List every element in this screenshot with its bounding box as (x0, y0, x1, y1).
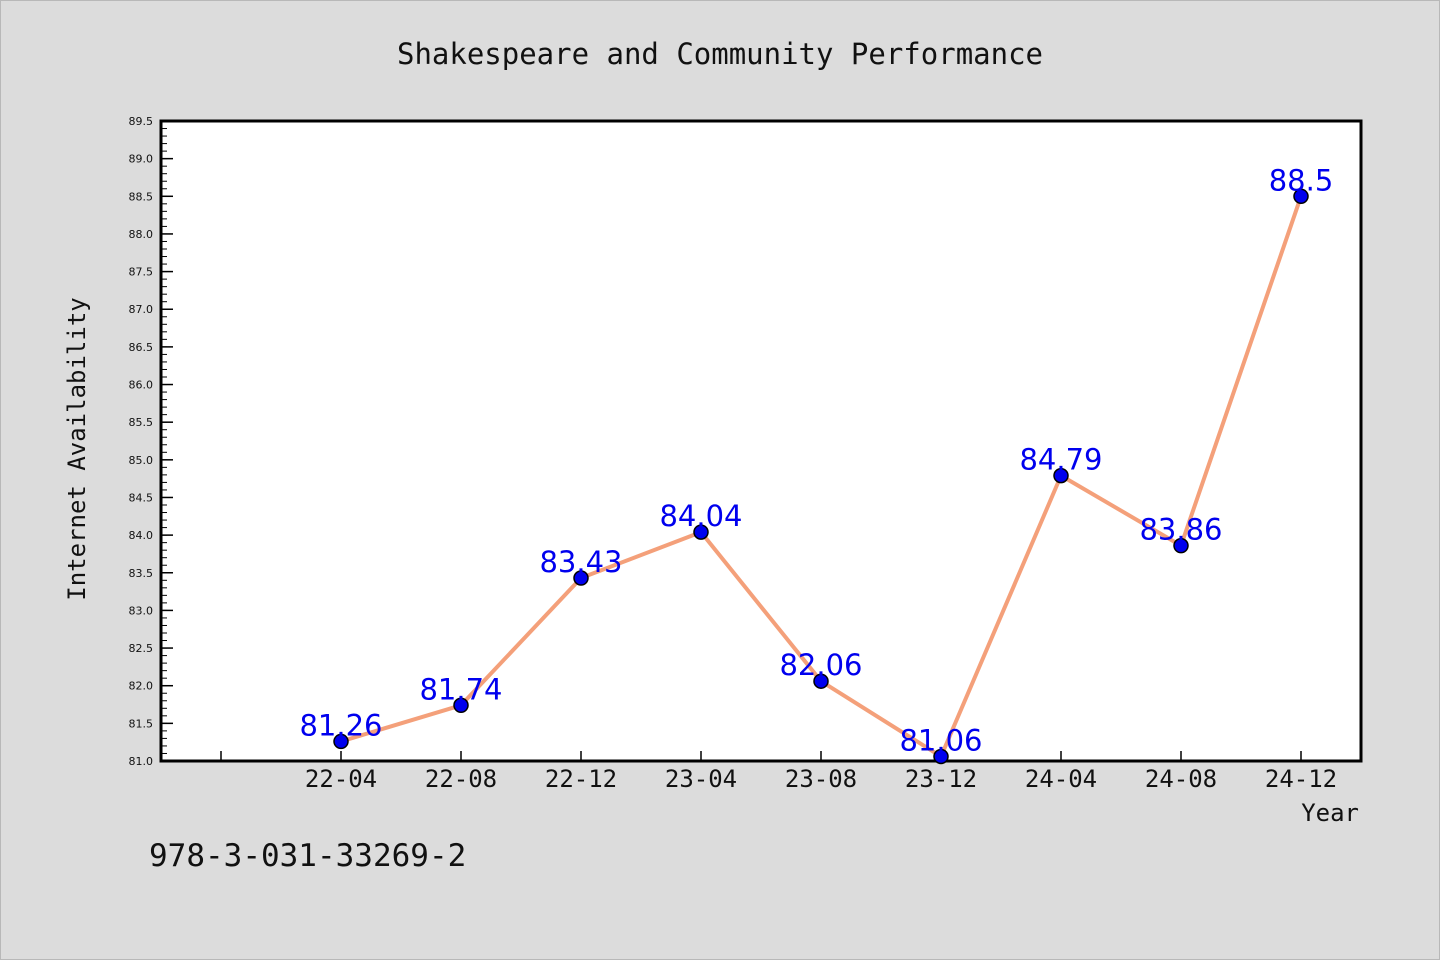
x-axis: 22-04 22-08 22-12 23-04 23-08 23-12 24-04 24-08… (220, 751, 1337, 793)
data-point (1053, 467, 1069, 484)
x-tick-label: 22-12 (545, 765, 617, 793)
x-tick-label: 23-04 (665, 765, 737, 793)
y-tick-label: 87.5 (129, 266, 154, 279)
chart-title: Shakespeare and Community Performance (397, 37, 1043, 71)
data-point (333, 733, 349, 750)
data-label: 84.79 (1019, 443, 1102, 477)
data-point (693, 524, 709, 540)
data-label: 82.06 (779, 648, 862, 682)
data-point (933, 748, 949, 765)
y-tick-label: 87.0 (129, 303, 154, 316)
isbn-text: 978-3-031-33269-2 (149, 838, 466, 874)
plot-area (159, 119, 1363, 763)
x-tick-label: 23-12 (905, 765, 977, 793)
y-axis: 81.0 81.5 82.0 82.5 83.0 83.5 84.0 84.5 85.0 85.5… (129, 115, 173, 768)
data-label: 84.04 (659, 499, 742, 533)
y-axis-label: Internet Availability (63, 297, 91, 600)
y-tick-label: 81.5 (129, 717, 154, 730)
y-tick-label: 84.0 (129, 529, 154, 542)
y-tick-label: 89.5 (129, 115, 154, 128)
y-tick-label: 82.5 (129, 642, 154, 655)
x-tick-label: 22-04 (305, 765, 377, 793)
data-label: 88.5 (1269, 163, 1334, 197)
y-tick-label: 88.5 (129, 190, 154, 203)
y-tick-label: 89.0 (129, 153, 154, 166)
data-point (1173, 537, 1189, 554)
data-label: 81.06 (899, 723, 982, 757)
data-point (573, 570, 589, 586)
data-point (1293, 188, 1309, 205)
y-tick-label: 84.5 (129, 491, 154, 504)
y-tick-label: 88.0 (129, 228, 154, 241)
x-axis-label: Year (1301, 799, 1359, 827)
y-tick-label: 81.0 (129, 755, 154, 768)
data-markers (333, 188, 1309, 765)
data-point (813, 673, 829, 689)
data-label: 81.74 (419, 672, 502, 706)
y-tick-label: 85.5 (129, 416, 154, 429)
y-tick-label: 86.0 (129, 379, 154, 392)
x-tick-label: 22-08 (425, 765, 497, 793)
y-tick-label: 83.0 (129, 604, 154, 617)
data-point (453, 697, 469, 714)
y-tick-label: 86.5 (129, 341, 154, 354)
y-tick-label: 82.0 (129, 680, 154, 693)
data-label: 81.26 (299, 708, 382, 742)
x-tick-label: 23-08 (785, 765, 857, 793)
x-tick-label: 24-12 (1265, 765, 1337, 793)
y-tick-label: 83.5 (129, 567, 154, 580)
y-tick-label: 85.0 (129, 454, 154, 467)
data-labels: 81.26 81.74 83.43 84.04 82.06 81.06 84.79 83.86… (299, 163, 1333, 757)
x-tick-label: 24-08 (1145, 765, 1217, 793)
data-label: 83.86 (1139, 513, 1222, 547)
x-tick-label: 24-04 (1025, 765, 1097, 793)
data-label: 83.43 (539, 545, 622, 579)
